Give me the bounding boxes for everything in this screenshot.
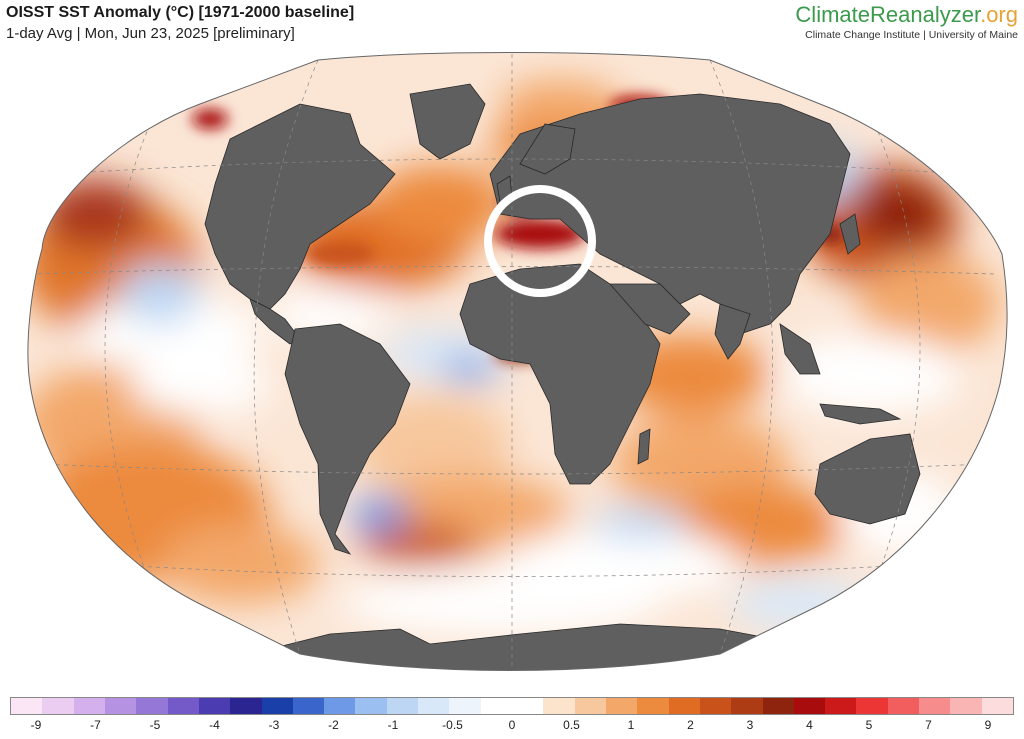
legend-tick-label: 0 [508,718,516,732]
ocean-layer [27,52,1008,671]
legend-swatch [668,698,700,714]
legend-swatch [731,698,763,714]
legend-tick-label: -5 [149,718,161,732]
legend-swatch [919,698,951,714]
legend-swatch [449,698,481,714]
page-title: OISST SST Anomaly (°C) [1971-2000 baseli… [6,4,355,21]
legend-swatch [793,698,826,714]
legend-swatch [981,698,1013,714]
land-south-america [284,323,411,555]
legend-swatch [167,698,199,714]
legend-tick-label: -0.5 [442,718,463,732]
legend-swatch [136,698,168,714]
brand-tagline: Climate Change Institute | University of… [805,29,1018,41]
land-madagascar [637,428,651,465]
legend-tick-label: 1 [627,718,635,732]
mediterranean-highlight-circle [484,185,596,297]
legend-tick-label: -1 [387,718,399,732]
legend-swatch [637,698,669,714]
legend-swatch [198,698,231,714]
legend-swatch [574,698,606,714]
legend-swatch [104,698,137,714]
legend-swatch [292,698,325,714]
land-north-america [204,103,396,310]
legend-swatch [950,698,982,714]
land-arabia [609,283,691,335]
legend-swatch [856,698,888,714]
legend-tick-label: -9 [30,718,42,732]
legend-tick-label: -4 [209,718,220,732]
legend-swatch [762,698,794,714]
brand-logo-reanalyzer: Reanalyzer [870,2,981,27]
legend-tick-label: -7 [90,718,101,732]
land-japan [839,213,861,255]
legend-colorbar [10,697,1014,715]
land-scandinavia [519,123,576,175]
brand-logo[interactable]: ClimateReanalyzer.org [795,3,1018,27]
legend-tick-label: -3 [268,718,280,732]
legend-swatch [543,698,575,714]
legend-swatch [512,698,544,714]
globe-outline [27,52,1008,671]
world-sst-map [27,52,1008,671]
brand-logo-org: .org [980,2,1018,27]
legend-tick-label: 7 [925,718,932,732]
legend-swatch [699,698,732,714]
legend-swatch [418,698,450,714]
legend-swatch [261,698,293,714]
legend-tick-label: 3 [746,718,754,732]
brand-logo-climate: Climate [795,2,870,27]
land-greenland [409,83,486,160]
legend-swatch [11,698,43,714]
land-australia [814,433,921,525]
land-europe-asia [489,93,851,335]
page-subtitle: 1-day Avg | Mon, Jun 23, 2025 [prelimina… [6,25,295,42]
legend-tick-label: 2 [687,718,694,732]
legend-swatch [386,698,419,714]
legend-swatch [42,698,74,714]
land-indonesia [819,403,902,425]
legend-swatch [480,698,512,714]
legend-tick-label: 9 [984,718,992,732]
legend-tick-label: -2 [328,718,339,732]
legend-tick-label: 5 [865,718,873,732]
legend-swatch [355,698,387,714]
legend-tick-label: 4 [806,718,813,732]
legend-swatch [324,698,356,714]
legend-swatch [230,698,262,714]
color-legend: -9 -7 -5 -4 -3 -2 -1 -0.5 0 0.5 1 2 3 4 5 7 9 [10,697,1014,737]
legend-swatch [825,698,857,714]
landmasses [204,83,921,671]
land-southeast-asia [779,323,821,375]
land-india [714,303,751,360]
graticule [29,54,996,671]
legend-tick-label: 0.5 [563,718,580,732]
legend-swatch [73,698,105,714]
legend-swatch [605,698,638,714]
legend-swatch [887,698,920,714]
brand-block[interactable]: ClimateReanalyzer.org Climate Change Ins… [795,3,1018,42]
